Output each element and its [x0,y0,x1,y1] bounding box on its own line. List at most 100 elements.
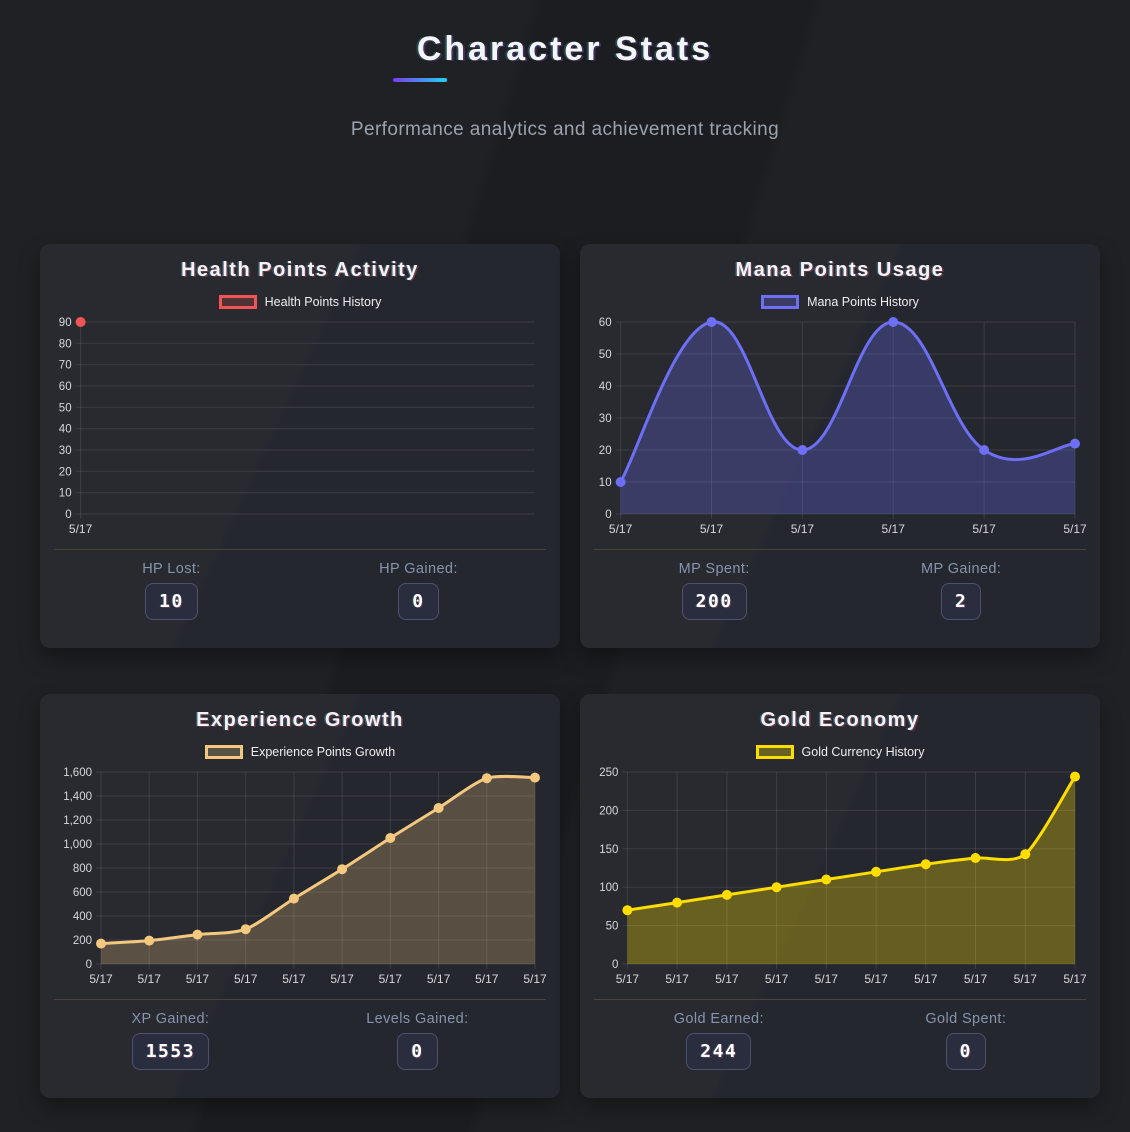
svg-text:600: 600 [73,887,92,899]
svg-text:0: 0 [612,959,618,971]
panels-grid: Health Points Activity Health Points His… [40,244,1100,1098]
svg-text:5/17: 5/17 [864,972,888,986]
svg-text:5/17: 5/17 [1014,972,1038,986]
panel-title-health: Health Points Activity [181,259,419,281]
panel-experience: Experience Growth Experience Points Grow… [40,694,560,1098]
stat-gold-earned: Gold Earned: 244 [674,1011,764,1070]
stat-levels-gained: Levels Gained: 0 [366,1011,468,1070]
legend-health: Health Points History [53,295,547,309]
svg-text:5/17: 5/17 [69,522,93,536]
divider [54,549,546,550]
stat-gold-spent: Gold Spent: 0 [925,1011,1006,1070]
svg-text:5/17: 5/17 [330,972,354,986]
svg-text:40: 40 [599,381,612,393]
svg-text:5/17: 5/17 [475,972,499,986]
stats-row-gold: Gold Earned: 244 Gold Spent: 0 [593,1011,1087,1070]
stat-value: 0 [398,583,439,620]
stat-hp-gained: HP Gained: 0 [379,561,458,620]
panel-title-mana: Mana Points Usage [735,259,945,281]
panel-title-gold: Gold Economy [760,709,920,731]
svg-text:30: 30 [59,445,72,457]
stats-row-experience: XP Gained: 1553 Levels Gained: 0 [53,1011,547,1070]
stat-label: Gold Earned: [673,1011,764,1027]
svg-text:5/17: 5/17 [715,972,739,986]
page-title: Character Stats [416,30,714,68]
divider [54,999,546,1000]
svg-text:50: 50 [59,402,72,414]
svg-text:10: 10 [599,477,612,489]
svg-text:5/17: 5/17 [665,972,689,986]
gold-chart[interactable]: 0 50 100 150 200 250 5/17 5/17 5/17 5/17 5/17 5/17 5… [593,762,1087,990]
svg-text:200: 200 [73,935,92,947]
stat-label: HP Gained: [379,561,458,577]
svg-text:5/17: 5/17 [791,522,815,536]
legend-swatch-mana [761,295,800,309]
health-points-chart[interactable]: 0 10 20 30 40 50 60 70 80 90 5/17 [53,312,547,540]
svg-text:0: 0 [605,509,611,521]
svg-text:20: 20 [59,466,72,478]
mana-points-chart[interactable]: 0 10 20 30 40 50 60 5/17 5/17 5/17 5/17 5/17 5/17 [593,312,1087,540]
svg-text:5/17: 5/17 [914,972,938,986]
svg-text:800: 800 [73,863,92,875]
svg-text:60: 60 [599,317,612,329]
svg-text:10: 10 [59,488,72,500]
svg-text:5/17: 5/17 [882,522,906,536]
panel-mana-points: Mana Points Usage Mana Points History 0 1… [580,244,1100,648]
svg-text:200: 200 [599,805,618,817]
stat-value: 0 [945,1033,986,1070]
svg-text:60: 60 [59,381,72,393]
panel-gold: Gold Economy Gold Currency History 0 50 10… [580,694,1100,1098]
legend-swatch-health [218,295,257,309]
svg-text:5/17: 5/17 [282,972,306,986]
legend-label-experience: Experience Points Growth [250,745,396,759]
svg-text:0: 0 [65,509,71,521]
svg-text:1,600: 1,600 [63,767,92,779]
legend-label-mana: Mana Points History [807,295,919,309]
stat-label: Levels Gained: [366,1011,469,1027]
experience-chart[interactable]: 0 200 400 600 800 1,000 1,200 1,400 1,600 5/17 5/1… [53,762,547,990]
svg-text:50: 50 [606,921,619,933]
svg-text:1,400: 1,400 [63,791,92,803]
stat-value: 0 [397,1033,438,1070]
svg-text:5/17: 5/17 [616,972,640,986]
stat-xp-gained: XP Gained: 1553 [131,1011,210,1070]
svg-text:1,000: 1,000 [63,839,92,851]
svg-text:5/17: 5/17 [815,972,839,986]
stats-row-mana: MP Spent: 200 MP Gained: 2 [593,561,1087,620]
legend-label-gold: Gold Currency History [801,745,925,759]
stat-value: 200 [681,583,747,620]
stat-value: 2 [941,583,982,620]
stat-label: Gold Spent: [925,1011,1007,1027]
title-underline-accent [392,78,447,82]
svg-text:5/17: 5/17 [234,972,258,986]
svg-text:1,200: 1,200 [63,815,92,827]
legend-label-health: Health Points History [264,295,382,309]
svg-text:5/17: 5/17 [379,972,403,986]
svg-text:5/17: 5/17 [765,972,789,986]
svg-text:0: 0 [86,959,92,971]
stat-mp-spent: MP Spent: 200 [679,561,750,620]
svg-text:30: 30 [599,413,612,425]
page-header: Character Stats Performance analytics an… [0,0,1130,141]
svg-text:5/17: 5/17 [609,522,633,536]
legend-gold: Gold Currency History [593,745,1087,759]
stat-value: 244 [686,1033,752,1070]
stat-mp-gained: MP Gained: 2 [921,561,1001,620]
divider [594,999,1086,1000]
svg-text:5/17: 5/17 [89,972,113,986]
svg-text:250: 250 [599,767,618,779]
svg-text:5/17: 5/17 [138,972,162,986]
stat-label: XP Gained: [131,1011,210,1027]
page-subtitle: Performance analytics and achievement tr… [350,119,780,140]
panel-title-experience: Experience Growth [196,709,404,731]
legend-mana: Mana Points History [593,295,1087,309]
svg-text:5/17: 5/17 [964,972,988,986]
svg-text:5/17: 5/17 [1063,972,1087,986]
svg-text:20: 20 [599,445,612,457]
svg-text:50: 50 [599,349,612,361]
stat-label: HP Lost: [142,561,201,577]
panel-health-points: Health Points Activity Health Points His… [40,244,560,648]
legend-experience: Experience Points Growth [53,745,547,759]
svg-text:5/17: 5/17 [1063,522,1087,536]
